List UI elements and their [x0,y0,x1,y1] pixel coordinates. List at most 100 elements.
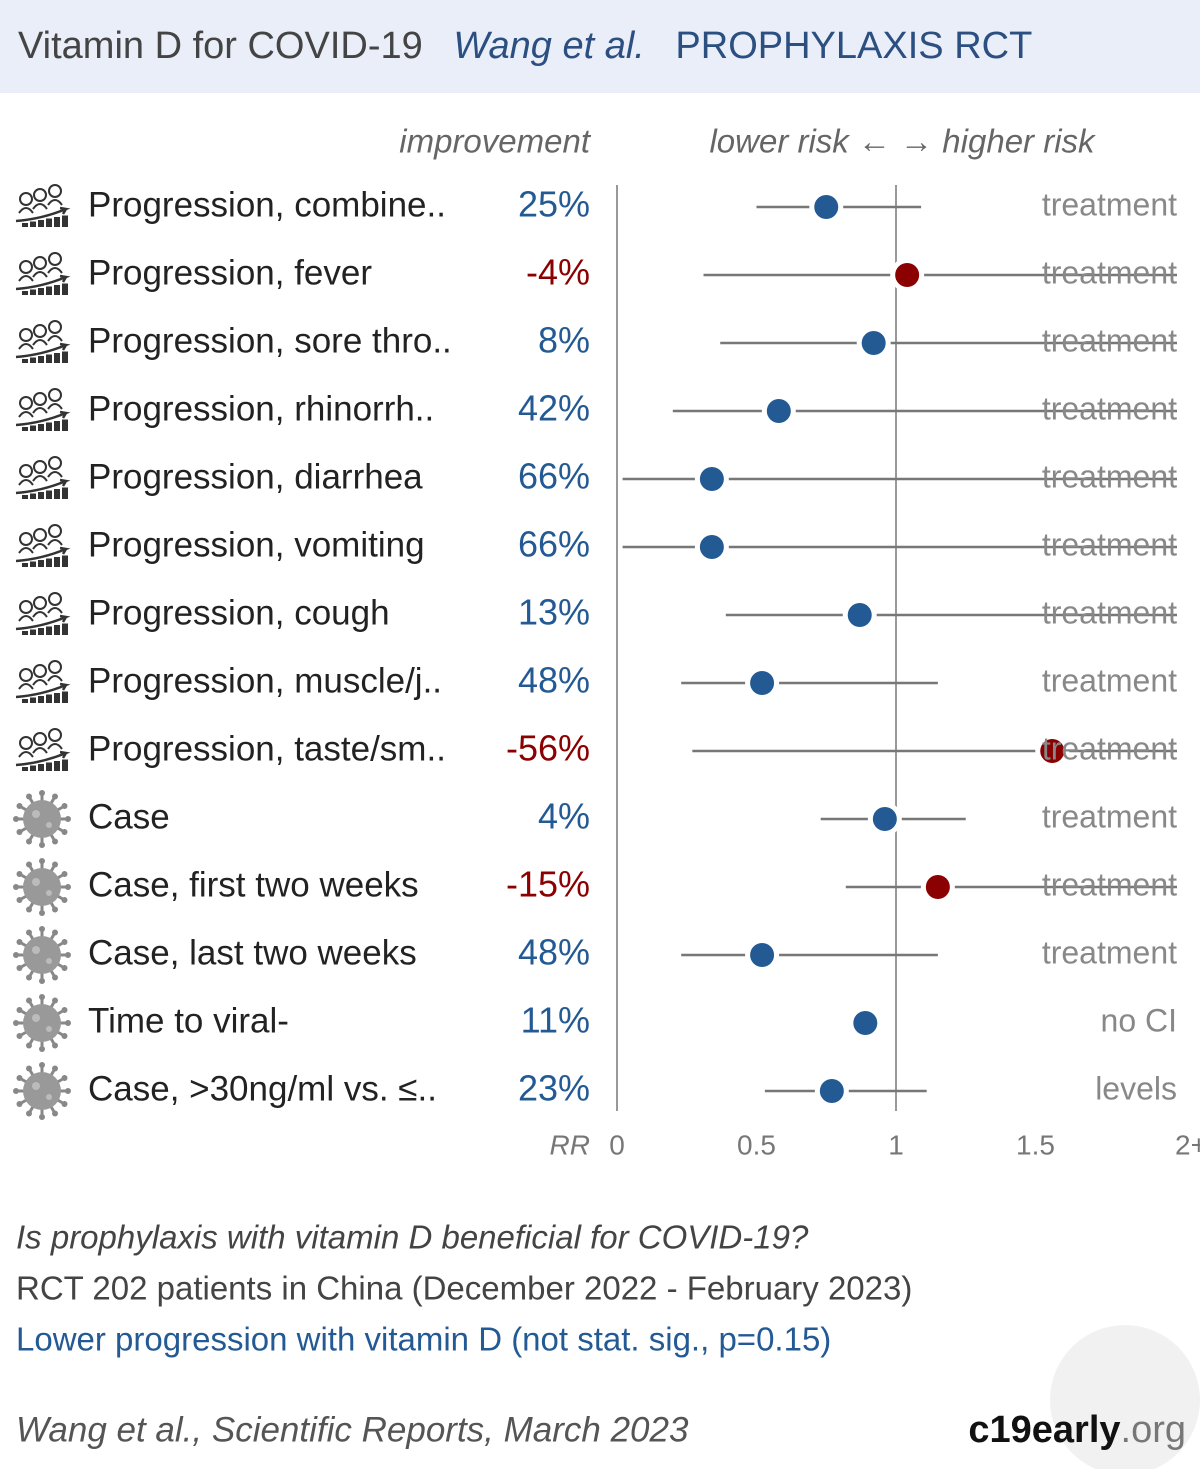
spike-tip [65,1020,71,1026]
spike-tip [61,965,68,971]
point [1040,739,1065,763]
progression-icon [15,184,71,227]
head [48,456,62,470]
body [32,203,48,210]
conclusion: Lower progression with vitamin D (not st… [16,1321,831,1358]
body [47,199,63,206]
x-tick-label: 0.5 [737,1129,776,1160]
head [48,388,62,402]
point [872,807,897,831]
title-tag: PROPHYLAXIS RCT [675,25,1032,67]
bar [54,217,60,227]
row-note: treatment [1042,934,1177,970]
spike-tip [61,1075,68,1081]
progression-icon [15,728,71,771]
row-note: treatment [1042,730,1177,766]
spike-tip [26,838,32,845]
bar [30,561,36,567]
row-label: Progression, muscle/j.. [88,661,442,700]
row-label: Case [88,797,170,836]
spike-tip [52,838,58,845]
body [47,471,63,478]
improvement: 8% [538,320,590,361]
arrow [15,614,71,631]
spike-tip [16,871,23,877]
body [32,611,48,618]
row-note: treatment [1042,866,1177,902]
axis-label: RR [550,1129,590,1160]
point [853,1011,878,1035]
spike-tip [65,952,71,958]
row-label: Case, last two weeks [88,933,417,972]
improvement: 66% [518,456,590,497]
bar [22,427,28,431]
spike-tip [26,974,32,981]
spike-tip [26,906,32,913]
point [699,535,724,559]
head [33,188,47,202]
virus-spot [46,1094,52,1100]
spike-tip [61,1007,68,1013]
row-label: Progression, diarrhea [88,457,423,496]
virus-spot [32,1082,40,1090]
improvement: 13% [518,592,590,633]
head [19,532,33,546]
improvement-header: improvement [399,123,592,160]
spike-tip [39,1046,45,1052]
bar [46,286,52,295]
spike-tip [65,884,71,890]
bar [46,626,52,635]
bar [38,560,44,567]
bar [38,288,44,295]
spike-tip [39,842,45,848]
bar [62,691,68,703]
row-note: treatment [1042,798,1177,834]
arrow [15,274,71,291]
spike-tip [52,1065,58,1072]
arrow [15,206,71,223]
watermark [1050,1325,1200,1469]
body [18,343,34,350]
virus-body [23,1072,61,1110]
title-main: Vitamin D for COVID-19 [18,25,423,67]
spike-tip [39,790,45,796]
bar [62,215,68,227]
progression-icon [15,524,71,567]
head [33,732,47,746]
head [19,396,33,410]
spike-tip [13,952,19,958]
case-icon [13,994,71,1052]
spike-tip [16,1101,23,1107]
arrow [15,682,71,699]
body [32,339,48,346]
arrow [15,478,71,495]
bar [22,563,28,567]
improvement: 11% [521,1000,590,1041]
x-tick-label: 0 [609,1129,625,1160]
spike-tip [26,1042,32,1049]
body [47,675,63,682]
virus-spot [46,958,52,964]
head [19,736,33,750]
title-bar [0,0,1200,93]
case-icon [13,1062,71,1120]
bar [30,289,36,295]
head [33,460,47,474]
head [48,524,62,538]
bar [38,356,44,363]
case-icon [13,858,71,916]
bar [46,218,52,227]
row-label: Progression, combine.. [88,185,446,224]
progression-icon [15,388,71,431]
spike-tip [61,803,68,809]
progression-icon [15,252,71,295]
spike-tip [16,1007,23,1013]
point [814,195,839,219]
virus-spot [32,1014,40,1022]
bar [30,697,36,703]
row-note: treatment [1042,390,1177,426]
arrow [15,410,71,427]
spike-tip [39,858,45,864]
spike-tip [61,1033,68,1039]
spike-tip [16,965,23,971]
